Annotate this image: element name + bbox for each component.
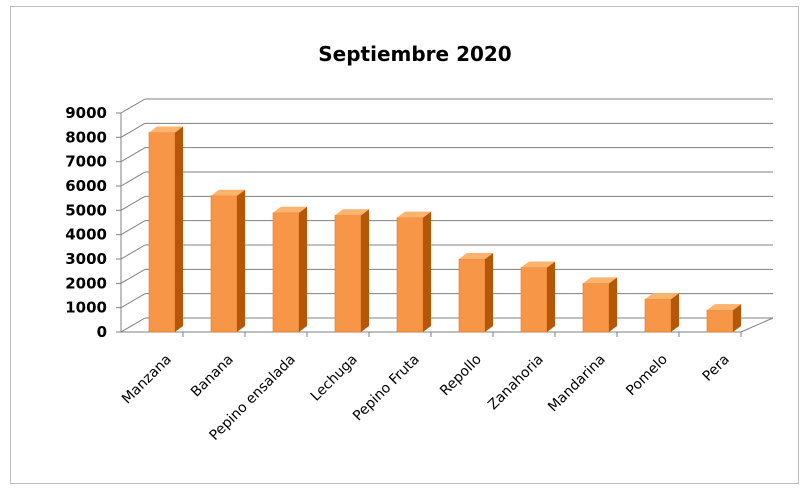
x-category-label: Banana	[188, 352, 237, 401]
gridline	[120, 244, 773, 260]
x-category-label: Manzana	[119, 352, 175, 408]
gridline	[120, 147, 773, 163]
y-tick-label: 5000	[65, 201, 107, 219]
gridline	[120, 171, 773, 187]
bar-chart: Septiembre 2020 0 1000 2000 3000 4000 5000 600…	[65, 42, 774, 444]
bar	[272, 206, 307, 333]
y-tick-label: 3000	[65, 250, 107, 268]
bar	[644, 293, 679, 333]
bar	[706, 304, 741, 333]
chart-frame: Septiembre 2020 0 1000 2000 3000 4000 5000 600…	[10, 6, 799, 484]
y-tick-label: 0	[97, 323, 107, 341]
gridline	[120, 195, 773, 211]
y-tick-label: 6000	[65, 177, 107, 195]
x-category-label: Pera	[700, 352, 733, 385]
x-category-label: Pepino Fruta	[350, 352, 423, 425]
floor-right-edge	[740, 317, 774, 333]
y-tick-label: 1000	[65, 299, 107, 317]
bar	[148, 126, 183, 333]
bars	[148, 126, 741, 333]
y-tick-label: 2000	[65, 274, 107, 292]
bar	[396, 211, 431, 333]
y-tick-label: 7000	[65, 153, 107, 171]
bar	[582, 277, 617, 333]
y-tick-label: 9000	[65, 104, 107, 122]
bar	[520, 261, 555, 333]
bar	[334, 209, 369, 333]
x-category-label: Repollo	[437, 352, 485, 400]
x-category-label: Pomelo	[623, 352, 671, 400]
x-category-label: Zanahoria	[485, 352, 547, 414]
chart-title: Septiembre 2020	[318, 42, 511, 66]
y-axis-ticks: 0 1000 2000 3000 4000 5000 6000 7000 8000 9000	[65, 104, 121, 341]
x-category-label: Lechuga	[308, 352, 361, 405]
y-tick-label: 4000	[65, 226, 107, 244]
y-tick-label: 8000	[65, 128, 107, 146]
bar	[210, 189, 245, 333]
gridline	[120, 98, 773, 114]
x-category-label: Mandarina	[545, 352, 609, 416]
gridline	[120, 220, 773, 236]
bar	[458, 253, 493, 333]
gridline	[120, 122, 773, 138]
